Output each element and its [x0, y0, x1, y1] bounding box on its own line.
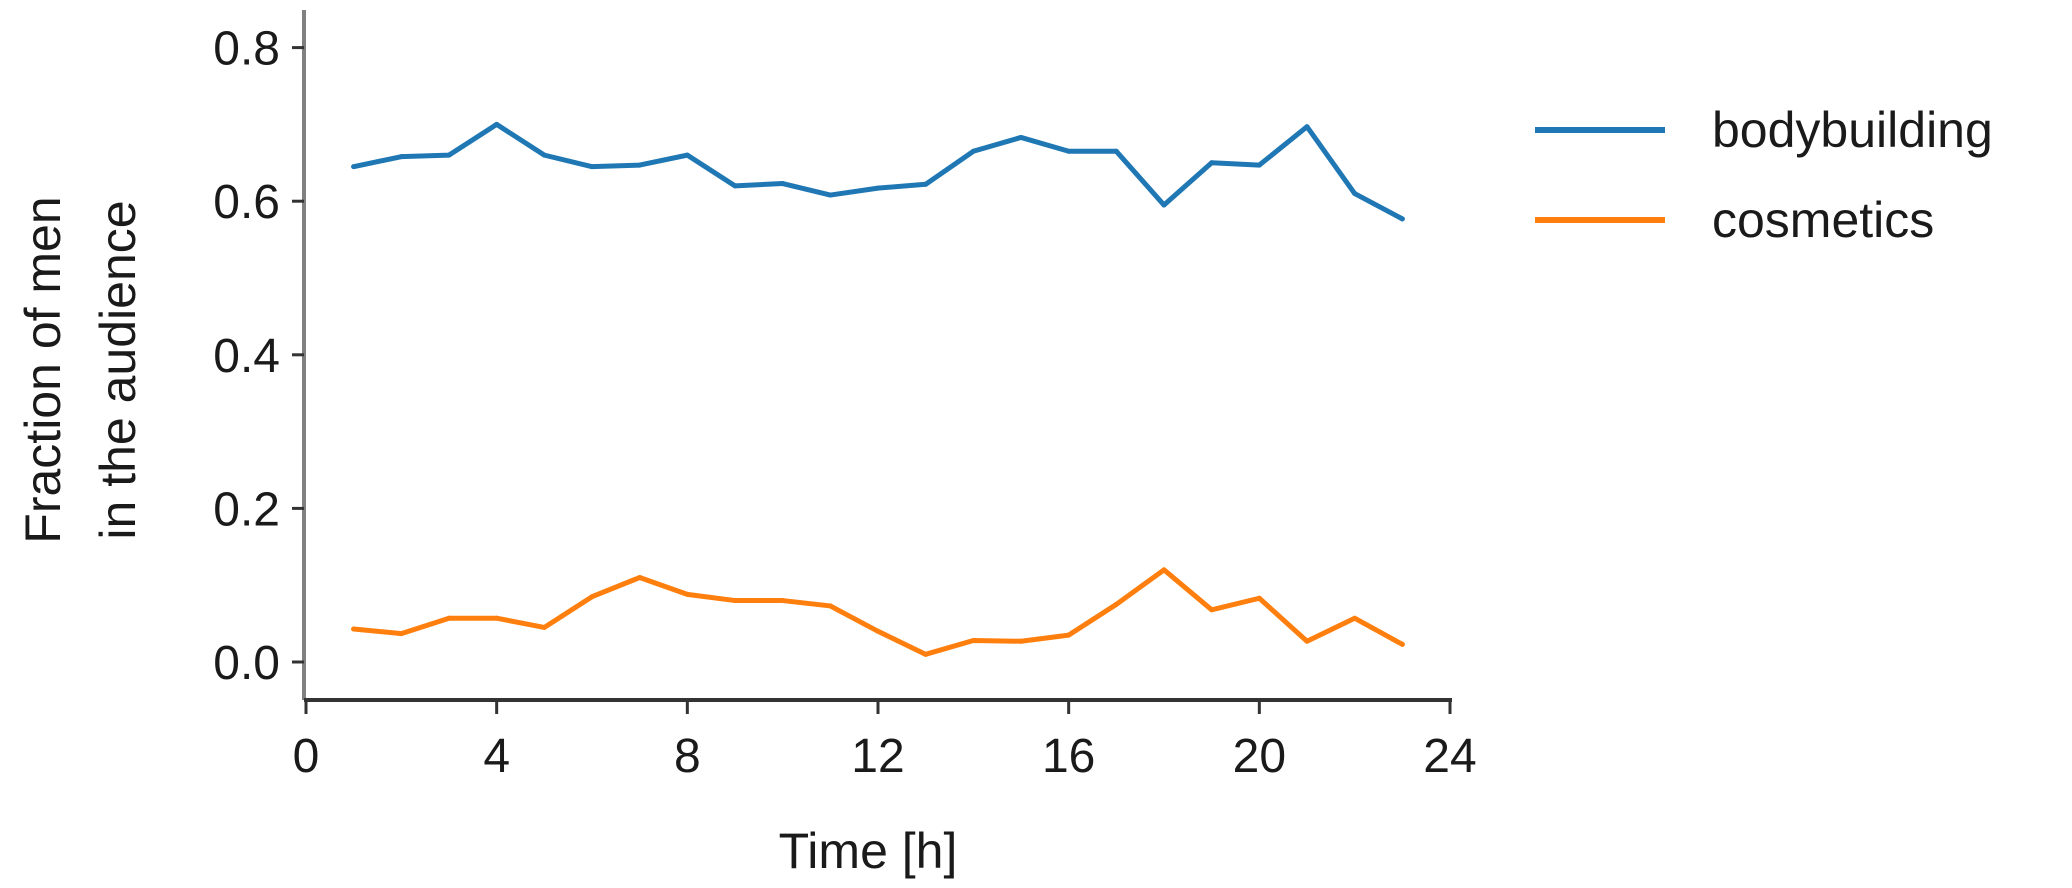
- data-point-cosmetics: [541, 624, 547, 630]
- data-point-cosmetics: [970, 637, 976, 643]
- data-point-cosmetics: [827, 603, 833, 609]
- data-point-cosmetics: [351, 626, 357, 632]
- data-point-cosmetics: [1352, 615, 1358, 621]
- data-point-bodybuilding: [875, 185, 881, 191]
- data-point-cosmetics: [1256, 595, 1262, 601]
- axes: 0.0 0.2 0.4 0.6 0.8 0 4 8 12 16 20 24: [213, 10, 1477, 783]
- x-tick-label: 4: [483, 730, 510, 783]
- data-point-bodybuilding: [923, 181, 929, 187]
- data-point-cosmetics: [1161, 567, 1167, 573]
- x-tick-label: 0: [293, 730, 320, 783]
- x-tick-label: 16: [1042, 730, 1095, 783]
- data-point-cosmetics: [875, 628, 881, 634]
- data-point-cosmetics: [494, 615, 500, 621]
- data-point-bodybuilding: [1352, 191, 1358, 197]
- data-point-bodybuilding: [1304, 124, 1310, 130]
- data-point-bodybuilding: [1113, 148, 1119, 154]
- y-axis-title-line: in the audience: [90, 200, 146, 539]
- y-axis-title-line: Fraction of men: [15, 196, 71, 543]
- x-tick-label: 12: [851, 730, 904, 783]
- data-point-bodybuilding: [1209, 160, 1215, 166]
- series-lines: [351, 121, 1405, 657]
- data-point-bodybuilding: [398, 154, 404, 160]
- data-point-cosmetics: [1304, 638, 1310, 644]
- x-tick-label: 20: [1233, 730, 1286, 783]
- data-point-bodybuilding: [1256, 162, 1262, 168]
- y-tick-label: 0.8: [213, 23, 280, 76]
- data-point-cosmetics: [1018, 638, 1024, 644]
- data-point-bodybuilding: [494, 121, 500, 127]
- data-point-bodybuilding: [780, 181, 786, 187]
- data-point-cosmetics: [1066, 632, 1072, 638]
- axis-titles: Time [h] Fraction of men in the audience: [15, 196, 957, 879]
- data-point-bodybuilding: [637, 162, 643, 168]
- y-tick-label: 0.2: [213, 483, 280, 536]
- data-point-bodybuilding: [970, 148, 976, 154]
- data-point-bodybuilding: [589, 164, 595, 170]
- data-point-bodybuilding: [1066, 148, 1072, 154]
- y-tick-label: 0.6: [213, 176, 280, 229]
- y-tick-label: 0.0: [213, 637, 280, 690]
- series-line-bodybuilding: [351, 121, 1405, 222]
- data-point-cosmetics: [1209, 607, 1215, 613]
- x-tick-label: 24: [1423, 730, 1476, 783]
- data-point-cosmetics: [732, 598, 738, 604]
- y-tick-label: 0.4: [213, 330, 280, 383]
- data-point-bodybuilding: [1161, 202, 1167, 208]
- data-point-cosmetics: [398, 631, 404, 637]
- series-line-cosmetics: [351, 567, 1405, 657]
- x-axis-title: Time [h]: [779, 823, 958, 879]
- x-tick-label: 8: [674, 730, 701, 783]
- data-point-cosmetics: [589, 594, 595, 600]
- data-point-cosmetics: [923, 651, 929, 657]
- legend: bodybuilding cosmetics: [1535, 102, 1993, 248]
- data-point-bodybuilding: [1399, 216, 1405, 222]
- data-point-bodybuilding: [541, 152, 547, 158]
- data-point-bodybuilding: [732, 183, 738, 189]
- data-point-cosmetics: [637, 575, 643, 581]
- data-point-bodybuilding: [351, 164, 357, 170]
- legend-label-bodybuilding: bodybuilding: [1712, 102, 1993, 158]
- data-point-cosmetics: [1399, 641, 1405, 647]
- data-point-bodybuilding: [446, 152, 452, 158]
- data-point-cosmetics: [446, 615, 452, 621]
- data-point-cosmetics: [684, 591, 690, 597]
- data-point-cosmetics: [1113, 601, 1119, 607]
- data-point-bodybuilding: [684, 152, 690, 158]
- data-point-cosmetics: [780, 598, 786, 604]
- data-point-bodybuilding: [1018, 134, 1024, 140]
- data-point-bodybuilding: [827, 192, 833, 198]
- legend-label-cosmetics: cosmetics: [1712, 192, 1934, 248]
